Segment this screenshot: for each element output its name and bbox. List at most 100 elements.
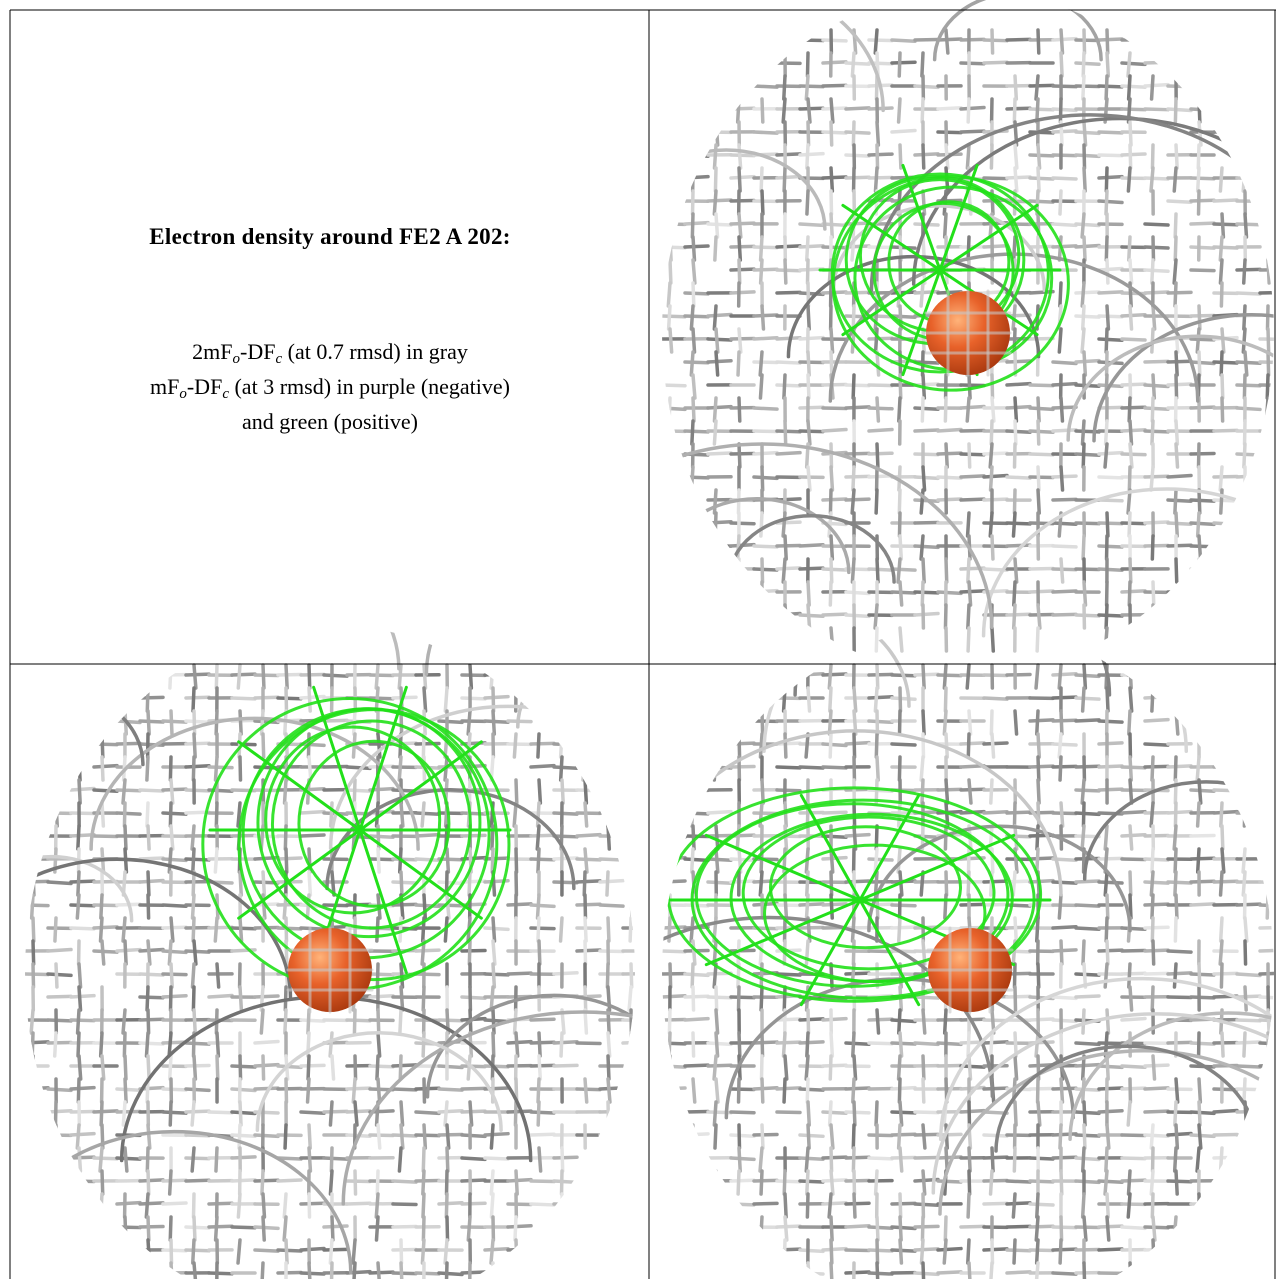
green-mesh (769, 825, 963, 950)
mesh-line (230, 1133, 257, 1139)
mesh-line (98, 916, 104, 943)
mesh-line (781, 511, 787, 538)
mesh-line (1242, 373, 1247, 400)
mesh-line (662, 993, 687, 999)
mesh-line (1128, 258, 1134, 285)
mesh-line (735, 626, 741, 653)
mesh-line (829, 626, 835, 653)
mesh-line (1097, 314, 1124, 319)
mesh-line (627, 985, 633, 1012)
mesh-line (598, 878, 625, 884)
mesh-line (967, 709, 973, 736)
mesh-line (1235, 1178, 1262, 1183)
mesh-line (913, 1202, 940, 1208)
mesh-line (729, 267, 756, 272)
mesh-line (683, 106, 710, 111)
mesh-line (46, 1108, 73, 1114)
mesh-line (760, 304, 766, 331)
mesh-line (1126, 1169, 1132, 1196)
mesh-line (1151, 1215, 1157, 1242)
mesh-line (1051, 544, 1078, 549)
mesh-line (1097, 1224, 1124, 1229)
mesh-line (919, 488, 925, 515)
mesh-line (414, 1110, 441, 1116)
mesh-line (1057, 732, 1063, 759)
mesh-line (575, 788, 602, 793)
mesh-line (146, 870, 151, 897)
mesh-line (1197, 663, 1202, 690)
mesh-line (1143, 1225, 1170, 1230)
mesh-line (605, 1146, 610, 1173)
mesh-line (1212, 971, 1239, 976)
mesh-line (284, 939, 289, 966)
mesh-line (867, 672, 894, 677)
mesh-line (852, 1100, 857, 1127)
mesh-line (491, 709, 497, 736)
mesh-line (668, 189, 674, 216)
mesh-line (781, 686, 787, 713)
mesh-line (783, 419, 788, 446)
mesh-line (1028, 429, 1055, 435)
mesh-line (1012, 1238, 1017, 1265)
mesh-line (307, 1123, 312, 1150)
mesh-line (729, 741, 756, 746)
mesh-line (575, 902, 602, 907)
mesh-line (1028, 1202, 1055, 1207)
mesh-line (798, 1087, 825, 1092)
mesh-line (775, 566, 802, 571)
mesh-line (806, 419, 812, 446)
mesh-line (806, 686, 812, 713)
mesh-line (1011, 235, 1017, 262)
mesh-line (867, 1248, 894, 1253)
mesh-line (1189, 221, 1216, 226)
mesh-line (844, 451, 871, 456)
mesh-line (662, 314, 687, 319)
mesh-line (1127, 465, 1132, 492)
mesh-line (1036, 962, 1041, 989)
mesh-line (737, 212, 743, 239)
mesh-line (1051, 1018, 1078, 1024)
mesh-line (54, 962, 59, 989)
mesh-line (1034, 916, 1040, 943)
mesh-arc (25, 857, 293, 1000)
mesh-line (161, 811, 188, 816)
mesh-line (25, 787, 50, 792)
mesh-line (191, 870, 196, 897)
mesh-line (374, 1215, 380, 1242)
mesh-line (729, 153, 756, 158)
mesh-line (844, 1110, 871, 1115)
mesh-line (1150, 327, 1155, 354)
mesh-line (714, 732, 719, 759)
mesh-line (100, 939, 106, 966)
green-mesh (270, 719, 472, 930)
mesh-line (982, 1247, 1009, 1252)
mesh-line (1074, 1110, 1101, 1116)
mesh-line (1174, 709, 1180, 736)
mesh-line (827, 1192, 833, 1219)
mesh-line (98, 1146, 104, 1173)
mesh-line (706, 1041, 733, 1047)
mesh-line (460, 1178, 487, 1183)
mesh-line (752, 1178, 779, 1183)
mesh-line (943, 686, 948, 713)
mesh-line (236, 1238, 242, 1265)
mesh-line (230, 1064, 257, 1069)
mesh-line (491, 1261, 496, 1279)
mesh-line (261, 870, 267, 897)
mesh-line (1258, 498, 1274, 503)
mesh-line (798, 405, 825, 410)
mesh-line (1212, 222, 1239, 227)
mesh-line (844, 61, 871, 66)
mesh-line (1265, 304, 1270, 331)
mesh-line (873, 1169, 879, 1196)
mesh-line (691, 1077, 697, 1104)
mesh-line (397, 755, 403, 782)
mesh-line (805, 1077, 810, 1104)
mesh-line (821, 834, 848, 839)
mesh-line (192, 732, 197, 759)
mesh-line (299, 1271, 326, 1276)
mesh-line (115, 1087, 142, 1092)
mesh-line (668, 258, 673, 285)
mesh-line (1235, 473, 1262, 479)
mesh-line (683, 60, 710, 65)
